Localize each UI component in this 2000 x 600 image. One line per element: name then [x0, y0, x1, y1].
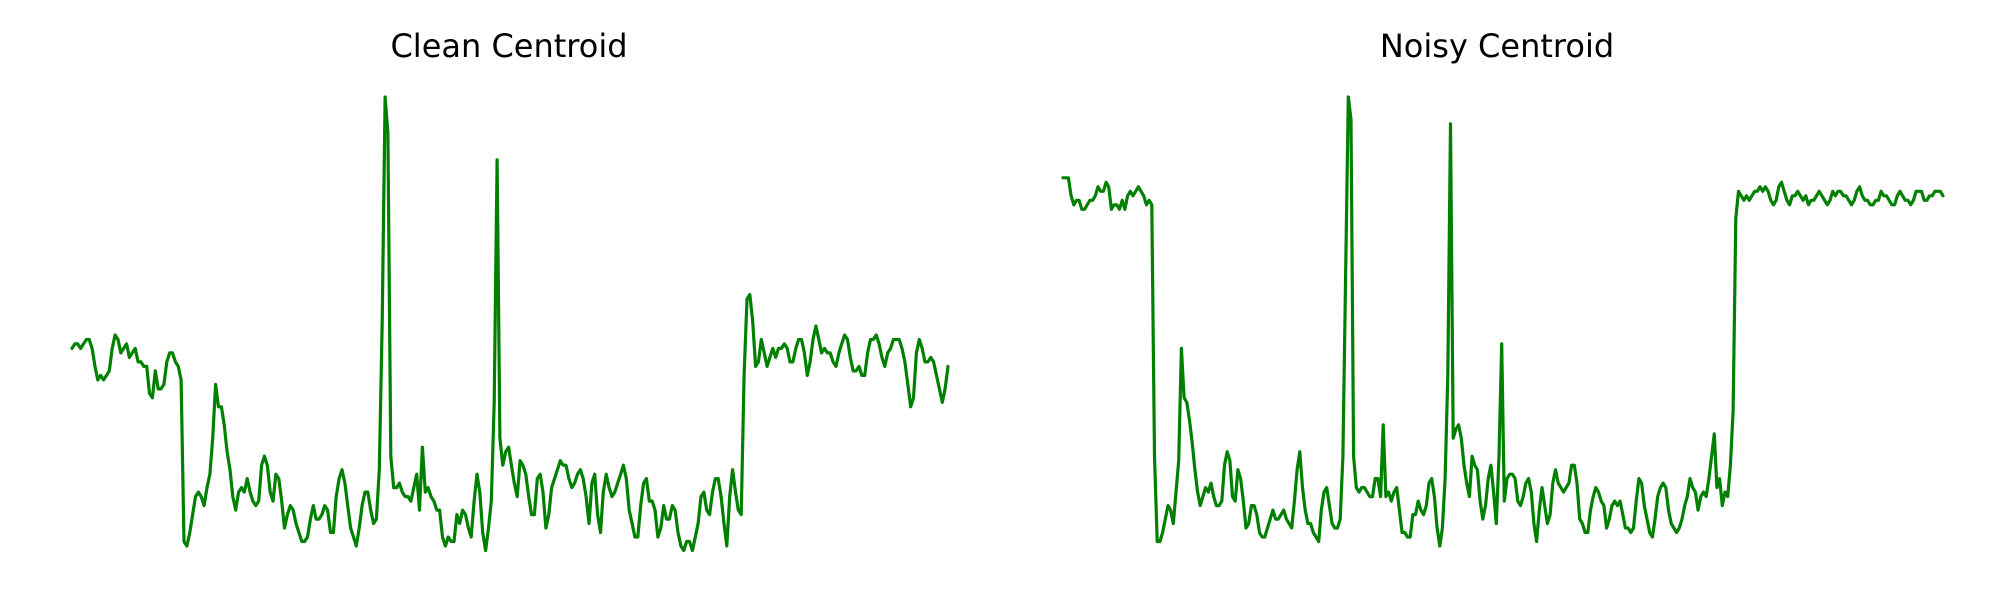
series-line-noisy-centroid	[1061, 95, 1945, 548]
chart-title-clean-centroid: Clean Centroid	[390, 27, 627, 65]
chart-title-noisy-centroid: Noisy Centroid	[1380, 27, 1614, 65]
panel-noisy-centroid: Noisy Centroid	[1061, 27, 1945, 548]
panel-clean-centroid: Clean Centroid	[70, 27, 950, 553]
series-line-clean-centroid	[70, 95, 950, 553]
